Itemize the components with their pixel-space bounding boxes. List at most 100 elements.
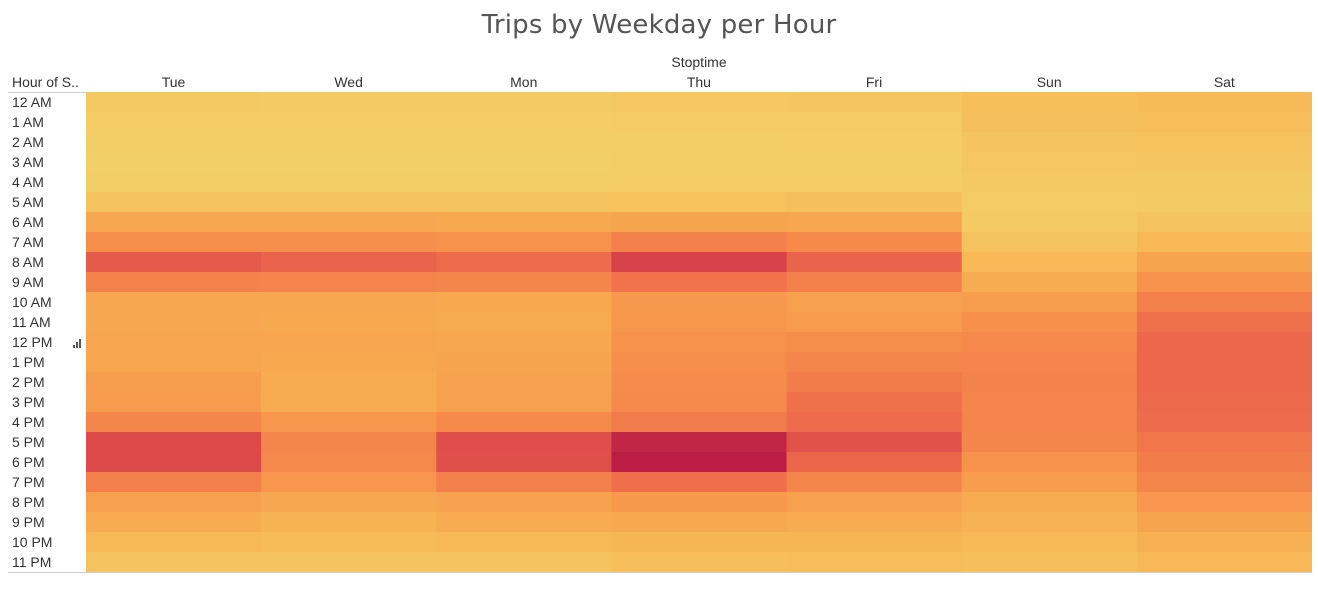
heatmap-cell-mon-4-pm[interactable]: [436, 412, 613, 433]
row-label[interactable]: 9 AM: [12, 274, 44, 290]
heatmap-cell-sun-1-am[interactable]: [961, 112, 1138, 133]
heatmap-cell-thu-7-pm[interactable]: [611, 472, 788, 493]
heatmap-cell-sun-10-am[interactable]: [961, 292, 1138, 313]
heatmap-cell-fri-9-am[interactable]: [786, 272, 963, 293]
heatmap-cell-sun-4-pm[interactable]: [961, 412, 1138, 433]
heatmap-cell-mon-11-pm[interactable]: [436, 552, 613, 572]
heatmap-cell-mon-11-am[interactable]: [436, 312, 613, 333]
sort-bars-icon[interactable]: [73, 338, 83, 348]
heatmap-cell-mon-9-pm[interactable]: [436, 512, 613, 533]
heatmap-cell-sun-9-pm[interactable]: [961, 512, 1138, 533]
heatmap-cell-tue-2-am[interactable]: [86, 132, 262, 153]
row-label[interactable]: 11 AM: [12, 314, 51, 330]
heatmap-cell-sun-7-am[interactable]: [961, 232, 1138, 253]
heatmap-cell-fri-5-am[interactable]: [786, 192, 963, 213]
heatmap-cell-fri-11-am[interactable]: [786, 312, 963, 333]
column-header-sun[interactable]: Sun: [1036, 74, 1062, 90]
row-label[interactable]: 11 PM: [12, 554, 52, 570]
heatmap-cell-thu-12-am[interactable]: [611, 92, 788, 113]
row-label[interactable]: 8 PM: [12, 494, 45, 510]
heatmap-cell-mon-4-am[interactable]: [436, 172, 613, 193]
heatmap-cell-tue-11-pm[interactable]: [86, 552, 262, 572]
heatmap-cell-sat-2-pm[interactable]: [1136, 372, 1312, 393]
heatmap-cell-tue-5-am[interactable]: [86, 192, 262, 213]
heatmap-cell-mon-3-pm[interactable]: [436, 392, 613, 413]
heatmap-cell-tue-3-am[interactable]: [86, 152, 262, 173]
heatmap-cell-sun-3-am[interactable]: [961, 152, 1138, 173]
heatmap-cell-sat-4-pm[interactable]: [1136, 412, 1312, 433]
heatmap-cell-thu-9-am[interactable]: [611, 272, 788, 293]
heatmap-cell-sun-6-am[interactable]: [961, 212, 1138, 233]
heatmap-cell-sat-11-pm[interactable]: [1136, 552, 1312, 572]
heatmap-cell-fri-7-pm[interactable]: [786, 472, 963, 493]
heatmap-cell-wed-1-pm[interactable]: [261, 352, 437, 373]
heatmap-cell-wed-12-pm[interactable]: [261, 332, 437, 353]
heatmap-cell-mon-10-pm[interactable]: [436, 532, 613, 553]
heatmap-cell-thu-9-pm[interactable]: [611, 512, 788, 533]
heatmap-cell-thu-4-am[interactable]: [611, 172, 788, 193]
heatmap-cell-fri-2-pm[interactable]: [786, 372, 963, 393]
heatmap-cell-sun-2-am[interactable]: [961, 132, 1138, 153]
heatmap-cell-mon-5-am[interactable]: [436, 192, 613, 213]
heatmap-cell-wed-2-am[interactable]: [261, 132, 437, 153]
heatmap-cell-mon-9-am[interactable]: [436, 272, 613, 293]
heatmap-cell-sat-4-am[interactable]: [1136, 172, 1312, 193]
heatmap-cell-thu-4-pm[interactable]: [611, 412, 788, 433]
heatmap-cell-sat-1-am[interactable]: [1136, 112, 1312, 133]
row-label[interactable]: 9 PM: [12, 514, 45, 530]
row-label[interactable]: 12 PM: [12, 334, 53, 350]
heatmap-cell-wed-8-am[interactable]: [261, 252, 437, 273]
heatmap-cell-tue-9-am[interactable]: [86, 272, 262, 293]
heatmap-cell-thu-6-am[interactable]: [611, 212, 788, 233]
heatmap-cell-fri-12-am[interactable]: [786, 92, 963, 113]
heatmap-cell-fri-5-pm[interactable]: [786, 432, 963, 453]
heatmap-cell-tue-4-am[interactable]: [86, 172, 262, 193]
heatmap-cell-sat-10-am[interactable]: [1136, 292, 1312, 313]
heatmap-cell-sun-3-pm[interactable]: [961, 392, 1138, 413]
heatmap-cell-mon-1-pm[interactable]: [436, 352, 613, 373]
heatmap-cell-sun-8-pm[interactable]: [961, 492, 1138, 513]
column-header-thu[interactable]: Thu: [686, 74, 711, 90]
row-label[interactable]: 1 AM: [12, 114, 44, 130]
heatmap-cell-mon-10-am[interactable]: [436, 292, 613, 313]
column-header-fri[interactable]: Fri: [865, 74, 883, 90]
heatmap-cell-fri-4-pm[interactable]: [786, 412, 963, 433]
heatmap-cell-thu-10-am[interactable]: [611, 292, 788, 313]
heatmap-cell-sat-12-am[interactable]: [1136, 92, 1312, 113]
heatmap-cell-wed-10-am[interactable]: [261, 292, 437, 313]
heatmap-cell-fri-6-am[interactable]: [786, 212, 963, 233]
heatmap-cell-mon-1-am[interactable]: [436, 112, 613, 133]
heatmap-cell-tue-12-pm[interactable]: [86, 332, 262, 353]
row-label[interactable]: 5 PM: [12, 434, 45, 450]
heatmap-cell-sun-11-pm[interactable]: [961, 552, 1138, 572]
heatmap-cell-fri-10-am[interactable]: [786, 292, 963, 313]
heatmap-cell-tue-5-pm[interactable]: [86, 432, 262, 453]
heatmap-cell-sun-12-pm[interactable]: [961, 332, 1138, 353]
heatmap-cell-mon-12-am[interactable]: [436, 92, 613, 113]
heatmap-cell-tue-7-pm[interactable]: [86, 472, 262, 493]
heatmap-cell-sat-3-am[interactable]: [1136, 152, 1312, 173]
heatmap-cell-wed-7-pm[interactable]: [261, 472, 437, 493]
row-label[interactable]: 12 AM: [12, 94, 52, 110]
heatmap-cell-sun-10-pm[interactable]: [961, 532, 1138, 553]
heatmap-cell-tue-3-pm[interactable]: [86, 392, 262, 413]
heatmap-cell-tue-1-pm[interactable]: [86, 352, 262, 373]
heatmap-cell-sun-5-pm[interactable]: [961, 432, 1138, 453]
heatmap-cell-wed-11-am[interactable]: [261, 312, 437, 333]
heatmap-cell-thu-5-pm[interactable]: [611, 432, 788, 453]
heatmap-cell-thu-1-pm[interactable]: [611, 352, 788, 373]
heatmap-cell-sat-8-pm[interactable]: [1136, 492, 1312, 513]
heatmap-cell-thu-11-pm[interactable]: [611, 552, 788, 572]
row-label[interactable]: 2 PM: [12, 374, 45, 390]
heatmap-cell-mon-6-am[interactable]: [436, 212, 613, 233]
heatmap-cell-mon-8-am[interactable]: [436, 252, 613, 273]
heatmap-cell-sun-12-am[interactable]: [961, 92, 1138, 113]
heatmap-cell-sat-10-pm[interactable]: [1136, 532, 1312, 553]
heatmap-cell-sun-8-am[interactable]: [961, 252, 1138, 273]
column-header-sat[interactable]: Sat: [1213, 74, 1235, 90]
heatmap-cell-fri-8-am[interactable]: [786, 252, 963, 273]
heatmap-cell-sat-12-pm[interactable]: [1136, 332, 1312, 353]
heatmap-cell-wed-6-am[interactable]: [261, 212, 437, 233]
heatmap-cell-thu-1-am[interactable]: [611, 112, 788, 133]
heatmap-cell-sun-2-pm[interactable]: [961, 372, 1138, 393]
